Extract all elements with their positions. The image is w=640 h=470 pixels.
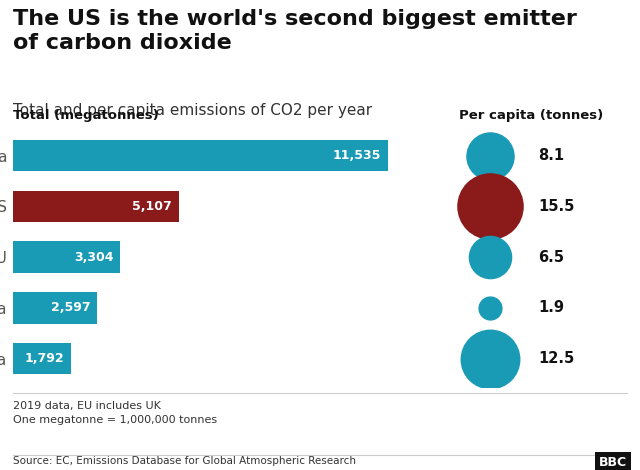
Text: The US is the world's second biggest emitter
of carbon dioxide: The US is the world's second biggest emi… bbox=[13, 9, 577, 53]
Text: Total (megatonnes): Total (megatonnes) bbox=[13, 110, 159, 122]
Title: Per capita (tonnes): Per capita (tonnes) bbox=[459, 110, 604, 122]
Text: 15.5: 15.5 bbox=[538, 199, 575, 214]
Text: 8.1: 8.1 bbox=[538, 148, 564, 163]
Bar bbox=[13, 140, 388, 172]
Point bbox=[485, 355, 495, 362]
Text: 5,107: 5,107 bbox=[132, 200, 172, 213]
Text: 6.5: 6.5 bbox=[538, 250, 564, 265]
Point bbox=[485, 203, 495, 210]
Text: 12.5: 12.5 bbox=[538, 351, 574, 366]
Point bbox=[485, 152, 495, 159]
Bar bbox=[13, 292, 97, 324]
Text: 3,304: 3,304 bbox=[74, 251, 114, 264]
Text: 2019 data, EU includes UK
One megatonne = 1,000,000 tonnes: 2019 data, EU includes UK One megatonne … bbox=[13, 401, 217, 425]
Point bbox=[485, 304, 495, 312]
Bar bbox=[13, 343, 71, 375]
Text: Total and per capita emissions of CO2 per year: Total and per capita emissions of CO2 pe… bbox=[13, 103, 372, 118]
Bar bbox=[13, 242, 120, 273]
Text: BBC: BBC bbox=[599, 456, 627, 469]
Text: 11,535: 11,535 bbox=[333, 149, 381, 162]
Bar bbox=[13, 191, 179, 222]
Text: 1.9: 1.9 bbox=[538, 300, 564, 315]
Point bbox=[485, 253, 495, 261]
Text: 2,597: 2,597 bbox=[51, 301, 91, 314]
Text: 1,792: 1,792 bbox=[25, 352, 65, 365]
Text: Source: EC, Emissions Database for Global Atmospheric Research: Source: EC, Emissions Database for Globa… bbox=[13, 456, 356, 466]
